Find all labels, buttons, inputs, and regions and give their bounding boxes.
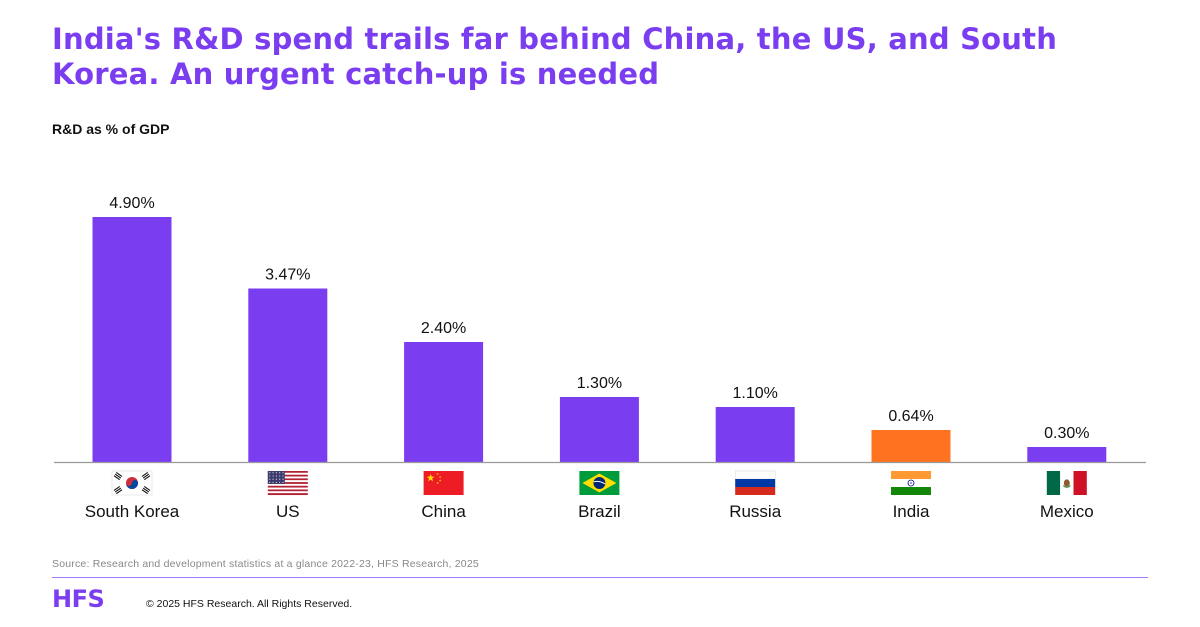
copyright-text: © 2025 HFS Research. All Rights Reserved… [146,598,353,610]
russia-flag-icon [734,470,776,495]
mexico-flag-icon [1046,471,1087,495]
bar-south-korea [92,217,172,462]
category-label: Russia [729,502,782,521]
chart-subtitle: R&D as % of GDP [52,121,170,137]
category-label: South Korea [85,502,180,521]
data-label: 3.47% [265,267,310,284]
category-label: Mexico [1040,502,1094,521]
bar-us [248,288,328,462]
india-flag-icon [891,471,931,495]
china-flag-icon [423,471,464,495]
brazil-flag-icon [579,471,620,495]
bar-brazil [559,397,639,462]
bar-russia [715,407,795,462]
bar-mexico [1027,447,1107,462]
category-label: US [276,502,300,521]
data-label: 4.90% [109,195,154,212]
footer-divider [52,577,1148,578]
chart-title: India's R&D spend trails far behind Chin… [52,22,1058,91]
source-note: Source: Research and development statist… [52,558,479,570]
data-label: 1.30% [577,375,622,392]
data-label: 0.30% [1044,425,1089,442]
hfs-logo: HFS [52,585,105,613]
bar-china [404,342,484,462]
us-flag-icon [267,471,308,496]
category-label: Brazil [578,502,621,521]
category-label: China [421,502,466,521]
data-label: 2.40% [421,320,466,337]
south-korea-flag-icon [111,470,153,496]
category-label: India [893,502,930,521]
data-label: 1.10% [733,385,778,402]
bar-chart: 4.90% South Korea 3.47% US 2.40% China 1.30% Br… [54,195,1146,521]
bar-india [871,430,951,462]
data-label: 0.64% [888,408,933,425]
